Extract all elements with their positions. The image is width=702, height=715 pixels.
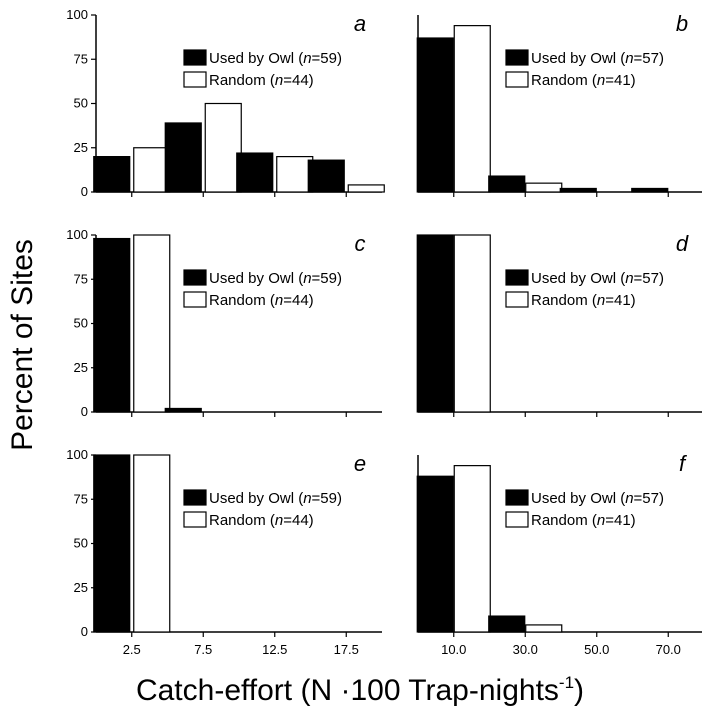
x-axis-label: Catch-effort (N ·100 Trap-nights-1) — [136, 673, 584, 707]
panel-f-xtick-label: 70.0 — [656, 642, 681, 657]
panel-e-legend-label-random: Random (n=44) — [209, 512, 314, 529]
panel-a-bar-owl — [236, 152, 274, 193]
panel-c-bar-random — [133, 234, 171, 413]
panel-e: 0 25 50 75 100 2.5 7.5 12.5 17.5 e Used by Owl (n=… — [66, 447, 382, 657]
panel-f-legend-label-owl: Used by Owl (n=57) — [531, 490, 664, 507]
panel-c-legend-swatch-random — [183, 291, 207, 308]
panel-b-bar-owl — [631, 187, 669, 193]
panel-e-ytick-label: 25 — [74, 580, 88, 595]
panel-e-bar-owl — [93, 454, 131, 633]
panel-c-ytick-label: 0 — [81, 404, 88, 419]
panel-d-legend-swatch-random — [505, 291, 529, 308]
panel-d-legend-swatch-owl — [505, 269, 529, 286]
panel-a-ytick-label: 25 — [74, 140, 88, 155]
panel-a-bar-random — [347, 184, 385, 193]
panel-b-legend-label-owl: Used by Owl (n=57) — [531, 50, 664, 67]
panel-e-xtick-label: 2.5 — [123, 642, 141, 657]
panel-e-xtick-label: 17.5 — [334, 642, 359, 657]
panel-b-bar-owl — [416, 37, 454, 193]
panel-c: 0 25 50 75 100 c Used by Owl (n=59) Random (n=4… — [66, 227, 382, 419]
panel-a-bar-random — [133, 147, 171, 193]
panel-f-xtick-label: 50.0 — [584, 642, 609, 657]
panel-b-letter: b — [676, 11, 688, 36]
panel-f-letter: f — [679, 451, 688, 476]
panel-a-bar-random — [204, 102, 242, 193]
panel-e-ytick-label: 0 — [81, 624, 88, 639]
panel-a-legend-label-random: Random (n=44) — [209, 72, 314, 89]
panel-f-bar-owl — [416, 475, 454, 633]
panel-f: 10.0 30.0 50.0 70.0 f Used by Owl (n=57) Rando… — [416, 451, 702, 657]
panel-e-ytick-label: 50 — [74, 536, 88, 551]
panel-f-legend-swatch-random — [505, 511, 529, 528]
panel-c-legend-swatch-owl — [183, 269, 207, 286]
panel-c-ytick-label: 75 — [74, 271, 88, 286]
panel-f-xtick-label: 10.0 — [441, 642, 466, 657]
panel-b-legend-swatch-owl — [505, 49, 529, 66]
panel-c-ytick-label: 50 — [74, 316, 88, 331]
panel-a-ytick-label: 75 — [74, 51, 88, 66]
panel-a-bar-owl — [93, 156, 131, 193]
panel-d: d Used by Owl (n=57) Random (n=41) — [416, 231, 702, 417]
panel-f-bar-random — [453, 465, 491, 633]
x-axis-label-close: ) — [574, 674, 584, 707]
panel-c-ytick-label: 25 — [74, 360, 88, 375]
panel-a-legend-swatch-random — [183, 71, 207, 88]
panel-c-legend-label-owl: Used by Owl (n=59) — [209, 270, 342, 287]
panel-f-legend-label-random: Random (n=41) — [531, 512, 636, 529]
panel-b-bar-owl — [559, 187, 597, 193]
panel-a-bar-random — [276, 156, 314, 193]
panel-a-ytick-label: 0 — [81, 184, 88, 199]
panel-d-letter: d — [676, 231, 689, 256]
panel-c-legend-label-random: Random (n=44) — [209, 292, 314, 309]
panel-a: 0 25 50 75 100 a Used by Owl (n=59) Random (n=4… — [66, 7, 385, 199]
panel-e-ytick-label: 75 — [74, 491, 88, 506]
panel-c-bar-owl — [93, 237, 131, 413]
panel-e-bar-random — [133, 454, 171, 633]
panel-b-bar-random — [453, 25, 491, 193]
panel-a-bar-owl — [307, 159, 345, 193]
panel-e-xtick-label: 12.5 — [262, 642, 287, 657]
panel-b: b Used by Owl (n=57) Random (n=41) — [416, 11, 702, 197]
x-axis-label-exponent: -1 — [559, 673, 574, 692]
panel-a-ytick-label: 100 — [66, 7, 88, 22]
panel-f-bar-owl — [488, 615, 526, 633]
x-axis-label-main: Catch-effort (N ·100 Trap-nights — [136, 674, 559, 707]
panel-c-letter: c — [355, 231, 366, 256]
panel-a-ytick-label: 50 — [74, 96, 88, 111]
panel-c-ytick-label: 100 — [66, 227, 88, 242]
panel-e-legend-swatch-random — [183, 511, 207, 528]
panel-e-legend-label-owl: Used by Owl (n=59) — [209, 490, 342, 507]
panel-a-legend-swatch-owl — [183, 49, 207, 66]
panel-e-letter: e — [354, 451, 366, 476]
panel-a-letter: a — [354, 11, 366, 36]
panel-d-legend-label-owl: Used by Owl (n=57) — [531, 270, 664, 287]
panel-c-bar-owl — [164, 407, 202, 413]
panel-e-xtick-label: 7.5 — [194, 642, 212, 657]
panel-f-legend-swatch-owl — [505, 489, 529, 506]
panel-e-ytick-label: 100 — [66, 447, 88, 462]
panel-d-bar-random — [453, 234, 491, 413]
y-axis-label: Percent of Sites — [6, 239, 39, 451]
panel-b-legend-label-random: Random (n=41) — [531, 72, 636, 89]
panel-b-legend-swatch-random — [505, 71, 529, 88]
panel-a-bar-owl — [164, 122, 202, 193]
panel-a-legend-label-owl: Used by Owl (n=59) — [209, 50, 342, 67]
panel-f-xtick-label: 30.0 — [513, 642, 538, 657]
panel-f-bar-random — [525, 624, 563, 633]
panel-b-bar-owl — [488, 175, 526, 193]
panel-b-bar-random — [525, 182, 563, 193]
panel-d-legend-label-random: Random (n=41) — [531, 292, 636, 309]
panel-d-bar-owl — [416, 234, 454, 413]
panel-e-legend-swatch-owl — [183, 489, 207, 506]
